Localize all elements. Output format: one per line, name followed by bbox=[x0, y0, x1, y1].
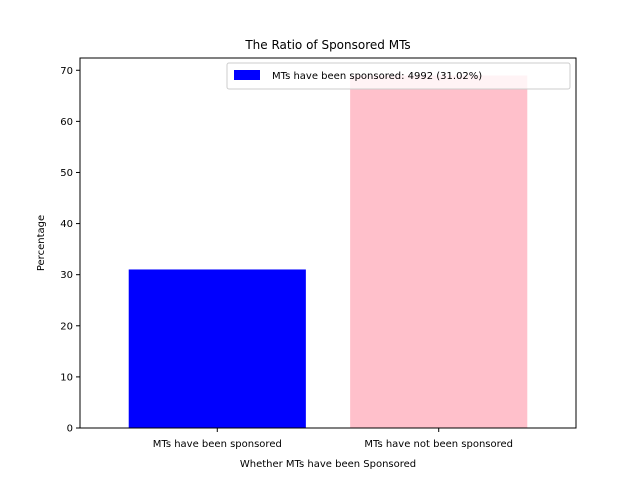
x-tick-label: MTs have not been sponsored bbox=[364, 439, 513, 450]
y-tick-label: 30 bbox=[60, 270, 73, 281]
y-tick-label: 0 bbox=[67, 424, 73, 435]
legend-swatch bbox=[234, 70, 260, 80]
chart-title: The Ratio of Sponsored MTs bbox=[244, 38, 410, 52]
y-tick-label: 50 bbox=[60, 168, 73, 179]
y-tick-label: 10 bbox=[60, 372, 73, 383]
legend: MTs have been sponsored: 4992 (31.02%) bbox=[226, 62, 571, 90]
y-axis-label: Percentage bbox=[36, 215, 47, 271]
y-tick-label: 60 bbox=[60, 117, 73, 128]
y-tick-label: 70 bbox=[60, 66, 73, 77]
x-tick-label: MTs have been sponsored bbox=[153, 439, 282, 450]
bar-1 bbox=[128, 269, 306, 428]
legend-box bbox=[226, 62, 571, 90]
bars-group bbox=[128, 75, 528, 428]
legend-label: MTs have been sponsored: 4992 (31.02%) bbox=[272, 71, 482, 82]
x-axis-ticks: MTs have been sponsored MTs have not been… bbox=[153, 428, 513, 450]
plot-frame bbox=[79, 57, 577, 429]
y-axis-ticks: 0 10 20 30 40 50 60 70 bbox=[60, 66, 80, 435]
bar-2 bbox=[350, 75, 528, 428]
y-tick-label: 20 bbox=[60, 321, 73, 332]
x-axis-label: Whether MTs have been Sponsored bbox=[240, 459, 416, 470]
y-tick-label: 40 bbox=[60, 219, 73, 230]
